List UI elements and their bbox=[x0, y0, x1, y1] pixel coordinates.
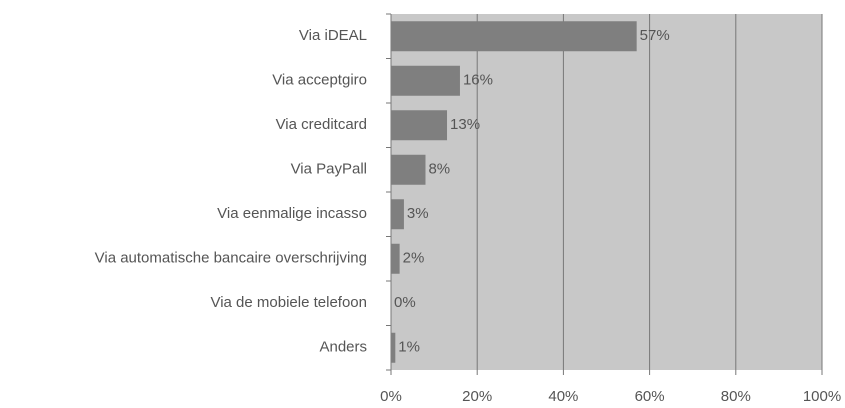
value-label: 8% bbox=[428, 161, 450, 178]
y-tick-label: Via acceptgiro bbox=[272, 72, 367, 89]
x-tick-label: 60% bbox=[635, 388, 665, 405]
x-tick-label: 20% bbox=[462, 388, 492, 405]
y-tick-label: Via automatische bancaire overschrijving bbox=[95, 250, 367, 267]
plot-area bbox=[391, 14, 822, 370]
bar bbox=[391, 199, 404, 230]
x-tick-label: 80% bbox=[721, 388, 751, 405]
x-tick-label: 0% bbox=[380, 388, 402, 405]
value-label: 57% bbox=[640, 27, 670, 44]
y-tick-label: Via eenmalige incasso bbox=[217, 205, 367, 222]
value-label: 16% bbox=[463, 72, 493, 89]
bar bbox=[391, 65, 460, 96]
x-tick-label: 40% bbox=[548, 388, 578, 405]
y-tick-label: Anders bbox=[319, 339, 367, 356]
bar bbox=[391, 154, 426, 185]
bar bbox=[391, 110, 448, 141]
value-label: 0% bbox=[394, 294, 416, 311]
y-tick-label: Via de mobiele telefoon bbox=[210, 294, 367, 311]
x-tick-label: 100% bbox=[803, 388, 841, 405]
y-tick-label: Via iDEAL bbox=[299, 27, 367, 44]
value-label: 1% bbox=[398, 339, 420, 356]
y-tick-label: Via PayPall bbox=[291, 161, 367, 178]
y-tick-label: Via creditcard bbox=[276, 116, 367, 133]
value-label: 13% bbox=[450, 116, 480, 133]
bar bbox=[391, 21, 637, 52]
value-label: 2% bbox=[403, 250, 425, 267]
bar bbox=[391, 332, 396, 363]
bar bbox=[391, 243, 400, 274]
value-label: 3% bbox=[407, 205, 429, 222]
